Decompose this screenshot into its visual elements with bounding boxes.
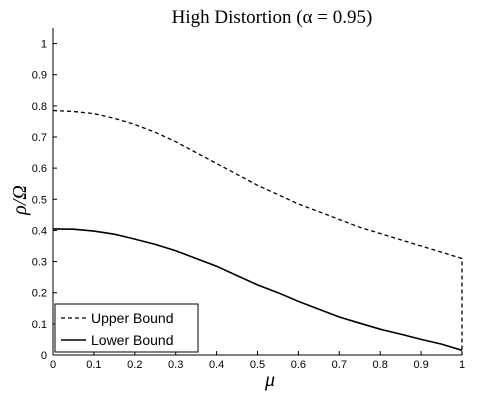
- chart-title: High Distortion (α = 0.95): [172, 7, 373, 28]
- y-tick-label: 0: [41, 350, 47, 362]
- legend-box: [54, 303, 199, 353]
- y-tick-label: 0.1: [32, 319, 47, 331]
- y-tick-label: 1: [41, 39, 47, 51]
- y-tick-label: 0.4: [32, 225, 47, 237]
- x-axis-label: μ: [264, 369, 275, 391]
- y-axis-label: ρ/Ω: [9, 185, 31, 216]
- x-tick-label: 0.2: [127, 359, 142, 371]
- x-tick-label: 0.4: [209, 359, 224, 371]
- y-tick-label: 0.2: [32, 288, 47, 300]
- series-line-lower-bound: [52, 228, 463, 352]
- legend-label-lower-bound: Lower Bound: [91, 332, 174, 348]
- series-lines: [52, 109, 463, 355]
- x-tick-label: 0.1: [86, 359, 101, 371]
- legend-label-upper-bound: Upper Bound: [91, 310, 174, 326]
- x-tick-label: 0.6: [291, 359, 306, 371]
- y-tick-label: 0.9: [32, 70, 47, 82]
- tick-marks: 0 0.1 0.2 0.3 0.4 0.5 0.6 0.7 0.8 0.9 1 0 0.1 0.2 0.3 0…: [32, 39, 465, 371]
- x-tick-label: 0.3: [168, 359, 183, 371]
- x-tick-label: 1: [459, 359, 465, 371]
- series-line-upper-bound: [52, 109, 463, 355]
- y-tick-label: 0.6: [32, 163, 47, 175]
- x-tick-label: 0: [50, 359, 56, 371]
- x-tick-label: 0.5: [250, 359, 265, 371]
- y-tick-label: 0.7: [32, 132, 47, 144]
- legend: Upper Bound Lower Bound: [54, 303, 199, 353]
- y-tick-label: 0.3: [32, 257, 47, 269]
- y-tick-label: 0.5: [32, 194, 47, 206]
- y-tick-label: 0.8: [32, 101, 47, 113]
- x-tick-label: 0.8: [373, 359, 388, 371]
- x-tick-label: 0.9: [413, 359, 428, 371]
- x-tick-label: 0.7: [332, 359, 347, 371]
